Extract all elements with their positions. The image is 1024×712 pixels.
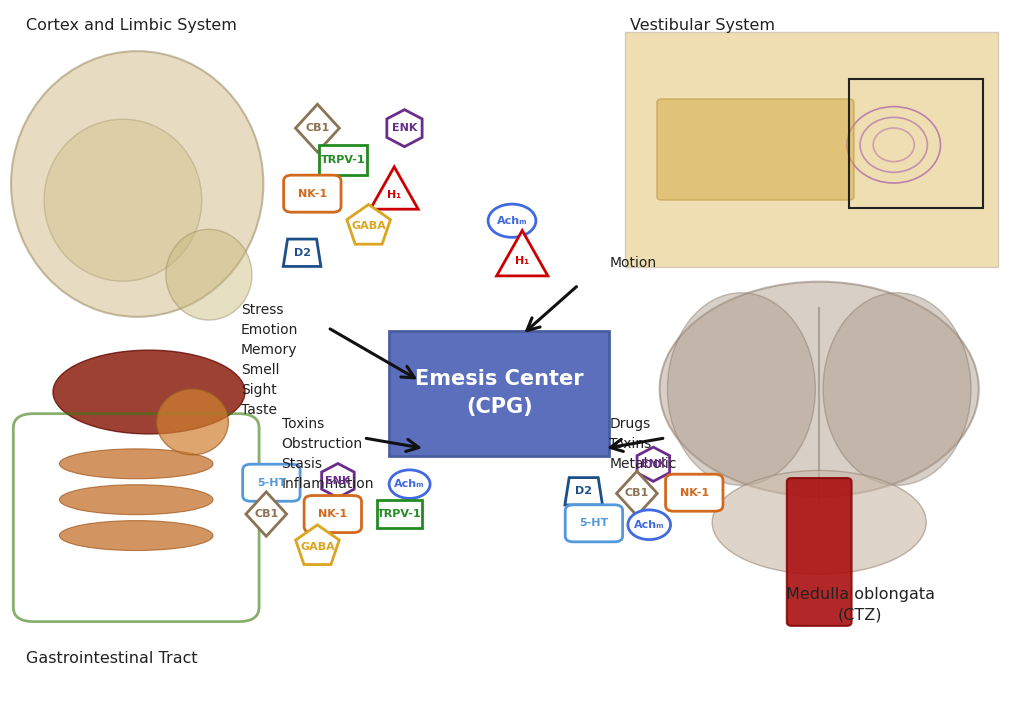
Text: H₁: H₁ <box>387 190 401 200</box>
Text: 5-HT: 5-HT <box>580 518 608 528</box>
Polygon shape <box>497 231 548 276</box>
Text: GABA: GABA <box>300 542 335 552</box>
FancyBboxPatch shape <box>565 505 623 542</box>
Polygon shape <box>246 492 287 536</box>
Text: Gastrointestinal Tract: Gastrointestinal Tract <box>26 651 198 666</box>
Polygon shape <box>371 167 418 209</box>
Polygon shape <box>322 464 354 498</box>
FancyBboxPatch shape <box>243 464 300 501</box>
Polygon shape <box>347 204 390 244</box>
Polygon shape <box>565 478 602 505</box>
Text: D2: D2 <box>294 248 310 258</box>
Text: Achₘ: Achₘ <box>634 520 665 530</box>
Text: CB1: CB1 <box>305 123 330 133</box>
Text: Motion: Motion <box>609 256 656 271</box>
Ellipse shape <box>59 520 213 550</box>
Text: ENK: ENK <box>392 123 417 133</box>
Text: NK-1: NK-1 <box>680 488 709 498</box>
Ellipse shape <box>59 449 213 478</box>
Text: Toxins
Obstruction
Stasis
Inflammation: Toxins Obstruction Stasis Inflammation <box>282 417 374 491</box>
FancyBboxPatch shape <box>786 478 852 626</box>
FancyBboxPatch shape <box>318 145 368 175</box>
FancyBboxPatch shape <box>389 331 609 456</box>
Text: 5-HT: 5-HT <box>257 478 286 488</box>
Text: ENK: ENK <box>326 476 350 486</box>
Polygon shape <box>284 239 321 266</box>
Text: Cortex and Limbic System: Cortex and Limbic System <box>26 18 237 33</box>
Text: CB1: CB1 <box>625 488 649 498</box>
FancyBboxPatch shape <box>666 474 723 511</box>
Circle shape <box>628 510 671 540</box>
Text: Achₘ: Achₘ <box>497 216 527 226</box>
Text: CB1: CB1 <box>254 509 279 519</box>
Ellipse shape <box>713 471 927 574</box>
Text: Drugs
Toxins
Metabolic: Drugs Toxins Metabolic <box>609 417 677 471</box>
Text: H₁: H₁ <box>515 256 529 266</box>
Ellipse shape <box>823 293 971 486</box>
Text: Emesis Center
(CPG): Emesis Center (CPG) <box>415 370 584 417</box>
Text: Vestibular System: Vestibular System <box>630 18 775 33</box>
FancyBboxPatch shape <box>625 32 998 267</box>
Ellipse shape <box>44 119 202 281</box>
Text: Medulla oblongata
(CTZ): Medulla oblongata (CTZ) <box>785 587 935 622</box>
FancyBboxPatch shape <box>657 99 854 200</box>
FancyBboxPatch shape <box>304 496 361 533</box>
Text: Stress
Emotion
Memory
Smell
Sight
Taste: Stress Emotion Memory Smell Sight Taste <box>241 303 298 417</box>
Ellipse shape <box>659 282 979 496</box>
Text: NK-1: NK-1 <box>298 189 327 199</box>
Polygon shape <box>637 447 670 481</box>
Polygon shape <box>296 104 339 152</box>
Text: TRPV-1: TRPV-1 <box>377 509 422 519</box>
Polygon shape <box>616 471 657 515</box>
Text: Achₘ: Achₘ <box>394 479 425 489</box>
Text: ENK: ENK <box>641 459 666 469</box>
Text: D2: D2 <box>575 486 592 496</box>
Ellipse shape <box>11 51 263 317</box>
FancyBboxPatch shape <box>284 175 341 212</box>
Text: TRPV-1: TRPV-1 <box>321 155 366 165</box>
Polygon shape <box>296 525 339 565</box>
Text: GABA: GABA <box>351 221 386 231</box>
Circle shape <box>488 204 536 237</box>
Ellipse shape <box>157 389 228 455</box>
Ellipse shape <box>53 350 245 434</box>
Ellipse shape <box>59 485 213 515</box>
Text: NK-1: NK-1 <box>318 509 347 519</box>
FancyBboxPatch shape <box>377 501 422 528</box>
Polygon shape <box>387 110 422 147</box>
Ellipse shape <box>166 229 252 320</box>
Ellipse shape <box>668 293 815 486</box>
Circle shape <box>389 470 430 498</box>
